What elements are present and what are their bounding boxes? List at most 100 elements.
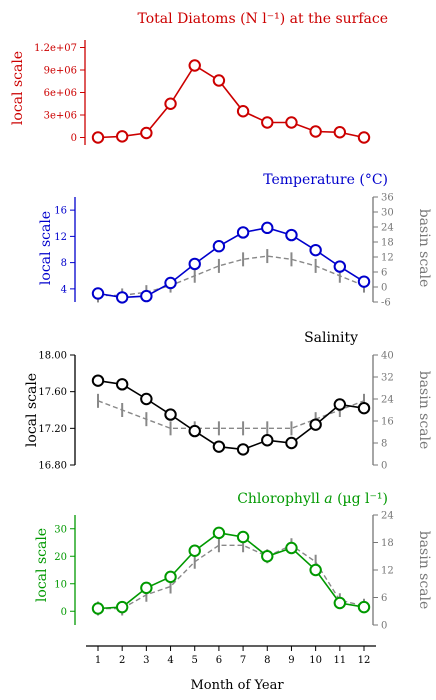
- ytick-label-salinity: 18.00: [38, 351, 67, 362]
- series-basin-salinity: [97, 400, 365, 429]
- xtick-label: 12: [358, 655, 371, 666]
- point-temperature: [333, 260, 347, 273]
- series-local-diatoms: [97, 64, 365, 139]
- point-chlorophyll: [285, 541, 298, 555]
- point-temperature: [164, 276, 177, 290]
- title-chlorophyll-main: Chlorophyll: [237, 491, 324, 507]
- point-temperature: [212, 240, 226, 253]
- xtick-label: 6: [216, 655, 222, 666]
- y2tick-label-temperature: 30: [381, 208, 394, 219]
- point-salinity: [236, 443, 250, 456]
- point-salinity: [140, 392, 153, 406]
- title-salinity: Salinity: [304, 330, 358, 346]
- xtick-label: 3: [143, 655, 149, 666]
- ytick-label-chlorophyll: 20: [54, 552, 67, 563]
- xtick-label: 8: [264, 655, 270, 666]
- y2tick-label-temperature: 12: [381, 253, 394, 264]
- point-salinity: [91, 374, 105, 387]
- point-chlorophyll: [261, 550, 274, 563]
- y2tick-label-temperature: 0: [381, 283, 387, 294]
- y2tick-label-temperature: -6: [381, 298, 391, 309]
- ytick-label-temperature: 4: [61, 284, 67, 295]
- ylabel-salinity: local scale: [24, 373, 40, 447]
- y2tick-label-salinity: 24: [381, 395, 394, 406]
- point-diatoms: [140, 126, 153, 140]
- point-diatoms: [212, 74, 226, 87]
- y2tick-label-temperature: 6: [381, 268, 387, 279]
- point-salinity: [115, 378, 129, 391]
- ytick-label-temperature: 8: [61, 258, 67, 269]
- point-temperature: [357, 275, 371, 288]
- point-salinity: [212, 440, 226, 453]
- ytick-label-salinity: 16.80: [38, 461, 67, 472]
- xtick-label: 1: [95, 655, 101, 666]
- xtick-label: 2: [119, 655, 125, 666]
- point-diatoms: [309, 125, 322, 138]
- y2tick-label-salinity: 40: [381, 351, 394, 362]
- series-local-salinity: [97, 379, 365, 451]
- point-salinity: [285, 436, 298, 450]
- ylabel-diatoms: local scale: [10, 51, 26, 125]
- point-salinity: [164, 408, 177, 421]
- y2label-salinity: basin scale: [416, 371, 432, 450]
- title-chlorophyll-italic: a: [324, 491, 332, 507]
- series-local-chlorophyll: [97, 532, 365, 610]
- point-chlorophyll: [115, 600, 129, 614]
- point-diatoms: [91, 131, 105, 144]
- title-temperature: Temperature (°C): [263, 172, 388, 188]
- y2tick-label-chlorophyll: 12: [381, 566, 394, 577]
- xtick-label: 10: [309, 655, 322, 666]
- ytick-label-diatoms: 6e+06: [44, 88, 77, 99]
- point-diatoms: [188, 59, 201, 72]
- point-salinity: [309, 418, 322, 431]
- ytick-label-diatoms: 3e+06: [44, 111, 77, 122]
- point-chlorophyll: [188, 544, 201, 557]
- point-salinity: [188, 424, 201, 438]
- point-salinity: [261, 434, 274, 447]
- point-diatoms: [115, 130, 129, 143]
- ylabel-chlorophyll: local scale: [34, 528, 50, 602]
- point-chlorophyll: [309, 563, 322, 577]
- y2tick-label-salinity: 8: [381, 439, 387, 450]
- point-chlorophyll: [236, 530, 250, 544]
- y2label-temperature: basin scale: [416, 209, 432, 288]
- point-temperature: [285, 228, 298, 242]
- y2tick-label-chlorophyll: 18: [381, 538, 394, 549]
- y2tick-label-chlorophyll: 6: [381, 593, 387, 604]
- y2tick-label-chlorophyll: 0: [381, 621, 387, 632]
- point-diatoms: [357, 131, 371, 144]
- y2tick-label-salinity: 32: [381, 373, 394, 384]
- ytick-label-temperature: 12: [54, 232, 67, 243]
- ylabel-temperature: local scale: [38, 211, 54, 285]
- point-temperature: [140, 289, 153, 303]
- point-chlorophyll: [164, 570, 177, 584]
- point-diatoms: [261, 116, 274, 129]
- point-salinity: [357, 401, 371, 415]
- plot-layer: 03e+066e+069e+061.2e+07481216-6061218243…: [34, 40, 394, 666]
- title-chlorophyll-end: (µg l⁻¹): [333, 491, 388, 507]
- point-temperature: [261, 221, 274, 235]
- xtick-label: 7: [240, 655, 246, 666]
- series-basin-chlorophyll: [98, 544, 365, 610]
- ytick-label-temperature: 16: [54, 206, 67, 217]
- ytick-label-diatoms: 1.2e+07: [34, 43, 77, 54]
- ytick-label-chlorophyll: 10: [54, 579, 67, 590]
- point-temperature: [91, 287, 105, 300]
- point-chlorophyll: [357, 600, 371, 614]
- point-diatoms: [164, 97, 177, 110]
- ytick-label-salinity: 17.20: [38, 424, 67, 435]
- point-temperature: [188, 257, 201, 271]
- y2tick-label-salinity: 0: [381, 461, 387, 472]
- title-diatoms: Total Diatoms (N l⁻¹) at the surface: [138, 11, 389, 27]
- point-salinity: [333, 398, 347, 411]
- point-diatoms: [236, 105, 250, 118]
- point-temperature: [236, 226, 250, 239]
- point-chlorophyll: [140, 581, 153, 595]
- title-chlorophyll: Chlorophyll a (µg l⁻¹): [237, 491, 388, 507]
- xtick-label: 9: [288, 655, 294, 666]
- point-chlorophyll: [91, 602, 105, 615]
- xtick-label: 4: [167, 655, 173, 666]
- xtick-label: 5: [192, 655, 198, 666]
- series-basin-temperature: [98, 255, 365, 297]
